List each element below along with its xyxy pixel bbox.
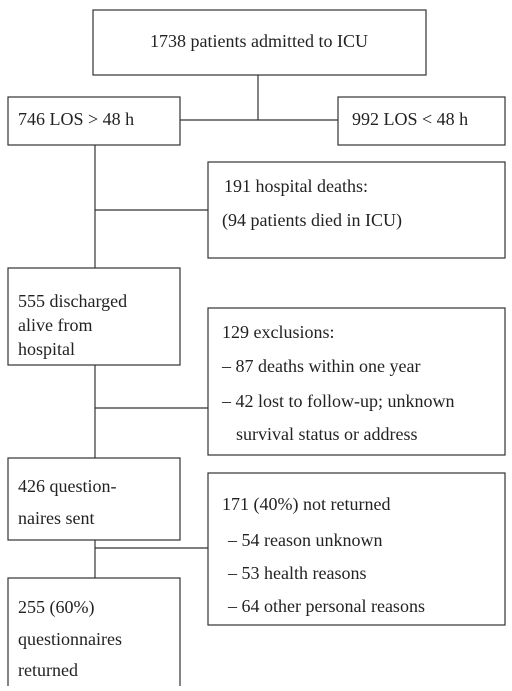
box (7, 96, 181, 146)
node-text: – 87 deaths within one year (221, 356, 420, 376)
node-text: 129 exclusions: (222, 322, 335, 342)
node-text: – 64 other personal reasons (227, 596, 425, 616)
box (7, 457, 181, 541)
node-text: 171 (40%) not returned (222, 494, 390, 515)
box (337, 96, 506, 146)
node-text: – 53 health reasons (227, 563, 366, 583)
node-text: 746 LOS > 48 h (18, 109, 134, 129)
node-text: 191 hospital deaths: (224, 176, 368, 196)
node-text: survival status or address (236, 424, 417, 444)
box (7, 577, 181, 691)
box (207, 161, 506, 259)
node-text: 992 LOS < 48 h (352, 109, 468, 129)
box (207, 307, 506, 456)
node-text: 1738 patients admitted to ICU (150, 31, 368, 51)
node-text: 255 (60%) (18, 597, 94, 618)
node-text: alive from (18, 315, 92, 335)
node-text: naires sent (18, 508, 94, 528)
box (207, 472, 506, 626)
node-text: hospital (18, 339, 75, 359)
node-text: – 54 reason unknown (227, 530, 382, 550)
node-text: (94 patients died in ICU) (222, 210, 402, 231)
node-text: 426 question- (18, 476, 117, 496)
node-text: questionnaires (18, 629, 122, 649)
box (7, 267, 181, 366)
node-text: 555 discharged (18, 291, 127, 311)
node-text: returned (18, 660, 78, 680)
node-text: – 42 lost to follow-up; unknown (221, 391, 455, 411)
box (92, 9, 427, 76)
